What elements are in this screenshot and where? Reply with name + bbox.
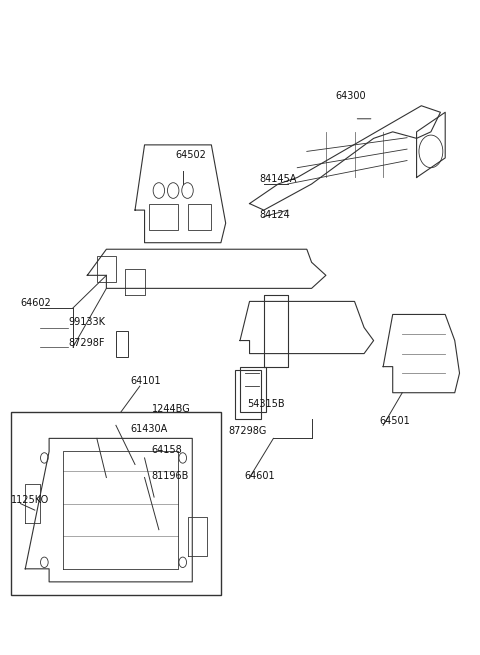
Text: 64502: 64502	[176, 149, 206, 160]
Bar	[11, 412, 221, 595]
Text: 64158: 64158	[152, 445, 182, 455]
Text: 84124: 84124	[259, 210, 290, 220]
Bar	[97, 255, 116, 282]
Text: 64602: 64602	[21, 298, 51, 308]
Text: 64601: 64601	[245, 471, 276, 481]
Text: 1125KO: 1125KO	[11, 495, 49, 506]
Text: 61430A: 61430A	[130, 424, 168, 434]
Text: 84145A: 84145A	[259, 174, 297, 185]
Bar	[235, 370, 262, 419]
Text: 64300: 64300	[336, 91, 366, 101]
Bar	[188, 204, 211, 230]
Text: 64101: 64101	[130, 376, 161, 386]
Bar	[116, 331, 128, 357]
Text: 99133K: 99133K	[68, 317, 105, 328]
Text: 64501: 64501	[380, 416, 410, 426]
Text: 87298G: 87298G	[228, 426, 266, 436]
Bar	[149, 204, 178, 230]
Text: 54315B: 54315B	[247, 400, 285, 409]
Text: 87298F: 87298F	[68, 337, 105, 348]
Bar	[240, 367, 266, 412]
Text: 1244BG: 1244BG	[152, 404, 191, 414]
Text: 81196B: 81196B	[152, 471, 189, 481]
